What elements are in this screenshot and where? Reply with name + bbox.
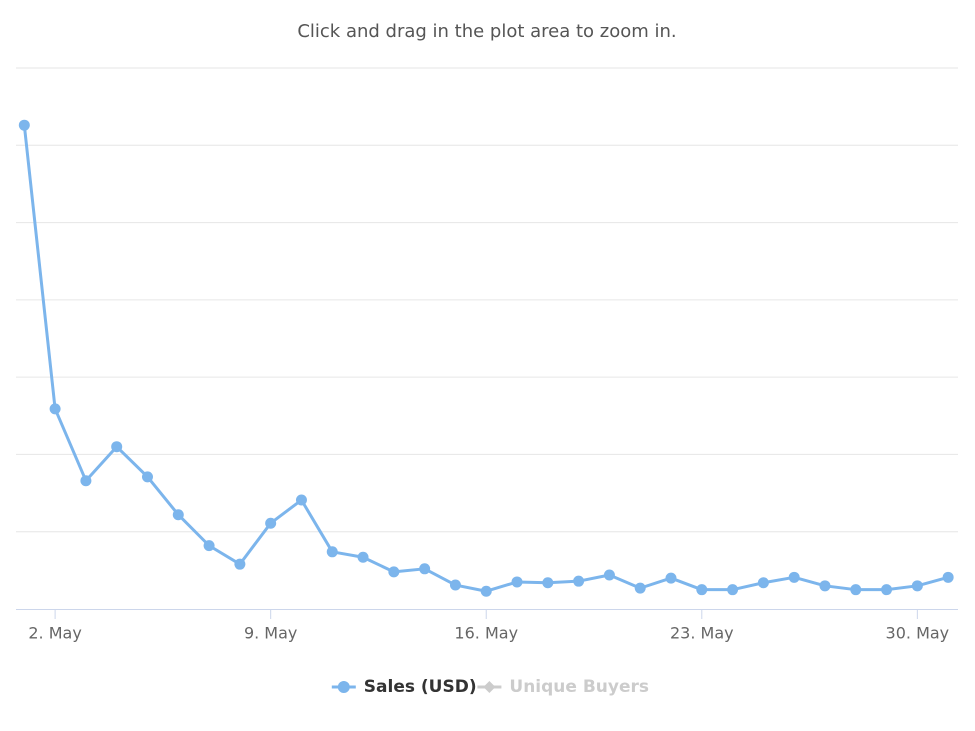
x-tick-label: 9. May xyxy=(244,624,297,643)
data-point xyxy=(511,576,523,588)
data-point xyxy=(665,572,677,584)
data-point xyxy=(788,571,800,583)
x-tick-label: 30. May xyxy=(886,624,950,643)
data-point xyxy=(911,580,923,592)
data-point xyxy=(18,119,30,131)
data-point xyxy=(449,579,461,591)
x-tick-label: 23. May xyxy=(670,624,734,643)
x-tick-label: 16. May xyxy=(454,624,518,643)
legend-item[interactable]: Sales (USD) xyxy=(331,677,477,697)
data-point xyxy=(634,582,646,594)
legend-label: Unique Buyers xyxy=(509,677,649,697)
x-tick-label: 2. May xyxy=(28,624,81,643)
data-point xyxy=(480,585,492,597)
data-point xyxy=(727,584,739,596)
series-line xyxy=(22,125,949,593)
data-point xyxy=(265,517,277,529)
data-point xyxy=(295,494,307,506)
data-point xyxy=(757,577,769,589)
data-point xyxy=(881,584,893,596)
data-point xyxy=(542,577,554,589)
data-point xyxy=(141,471,153,483)
data-point xyxy=(326,546,338,558)
data-point xyxy=(696,584,708,596)
legend-label: Sales (USD) xyxy=(364,677,477,697)
data-point xyxy=(203,540,215,552)
chart-subtitle: Click and drag in the plot area to zoom … xyxy=(297,21,676,42)
data-point xyxy=(49,403,61,415)
data-point xyxy=(234,558,246,570)
data-point xyxy=(819,580,831,592)
data-point xyxy=(419,563,431,575)
data-point xyxy=(388,566,400,578)
data-point xyxy=(172,509,184,521)
legend-item[interactable]: Unique Buyers xyxy=(477,677,649,697)
data-point xyxy=(942,571,954,583)
data-point xyxy=(603,569,615,581)
legend-symbol xyxy=(337,681,350,693)
data-point xyxy=(111,441,123,453)
data-point xyxy=(357,551,369,563)
data-point xyxy=(80,475,92,487)
data-point xyxy=(573,575,585,587)
legend-symbol xyxy=(483,681,496,693)
data-point xyxy=(850,584,862,596)
